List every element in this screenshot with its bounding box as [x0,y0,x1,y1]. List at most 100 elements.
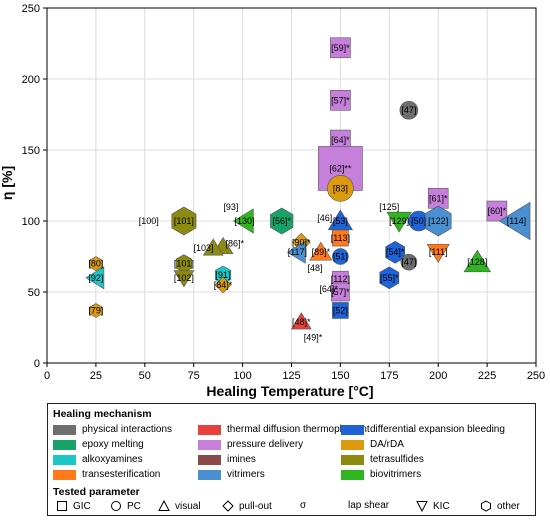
legend-label: imines [227,454,256,465]
point-label: [79] [88,305,103,315]
annotation-label: [48] [307,263,322,273]
point-label: [55]* [380,273,399,283]
point-label: [92] [88,273,103,283]
point-label: [61]* [429,193,448,203]
legend-item-imines: imines [198,454,256,465]
tested-item-hexagon: other [480,500,520,512]
point-label: [101] [174,216,194,226]
data-point-triangle [309,241,333,261]
tested-label: KIC [433,500,450,512]
point-label: [62]** [329,163,352,173]
legend-swatch [341,469,364,480]
legend-item-diffexp: differential expansion bleeding [341,424,505,435]
data-point-square [332,302,349,319]
point-label: [51] [333,252,348,262]
data-point-circle [400,253,418,271]
tested-label: lap shear [348,500,390,511]
point-label: [102] [174,273,194,283]
tested-label: PC [127,500,141,512]
data-point-triangle-left [498,201,531,241]
tested-parameter-title: Tested parameter [53,486,140,498]
x-tick-label: 200 [429,370,447,382]
tested-item-triangle-down: KIC [416,500,450,512]
point-label: [60]* [488,206,507,216]
data-point-triangle-down [386,211,412,233]
data-point-hexagon [379,266,400,290]
legend-label: physical interactions [82,424,173,435]
legend-swatch [198,424,221,435]
legend-item-pressure: pressure delivery [198,439,303,450]
x-tick-label: 50 [139,370,151,382]
tested-shape-icon [416,501,428,512]
annotation-label: [49]* [304,332,323,342]
data-point-diamond [214,276,232,294]
tested-item-triangle: visual [158,500,201,512]
legend-item-trans: transesterification [53,469,160,480]
tested-label: visual [175,500,201,512]
legend-swatch [341,424,364,435]
tested-shape-icon [222,500,234,512]
legend-label: pressure delivery [227,439,304,450]
data-point-hexagon [89,303,103,318]
annotation-label: [64]* [319,284,338,294]
annotation-label: [46] [317,213,332,223]
point-label: [53] [333,216,348,226]
legend-label: differential expansion bleeding [370,424,505,435]
data-point-circle [327,175,354,202]
tested-label: σ [300,500,307,511]
x-tick-label: 225 [478,370,496,382]
point-label: [64]* [331,135,350,145]
point-label: [91] [216,270,231,280]
legend-item-tetra: tetrasulfides [341,454,424,465]
data-point-square [331,282,350,302]
point-labels: [59]*[57]*[47][64]*[62]**[83][61]*[60]*[… [88,43,526,343]
point-label: [112] [331,274,350,284]
plot-frame [46,7,537,364]
legend-item-alkox: alkoxyamines [53,454,143,465]
y-axis-title: η [%] [0,166,15,200]
data-point-circle [332,248,349,265]
data-point-triangle-down [426,243,450,263]
legend-label: transesterification [82,469,161,480]
annotation-label: [125] [379,202,399,212]
x-tick-label: 0 [44,370,50,382]
y-tick-label: 100 [22,216,40,228]
data-point-triangle-down [173,270,195,288]
point-label: [90]* [292,237,311,247]
tested-item-square: GIC [56,500,91,512]
legend-swatch [198,454,221,465]
legend-label: biovitrimers [370,469,422,480]
tested-shape-icon [57,501,67,511]
legend-swatch [341,439,364,450]
point-label: [122] [428,216,448,226]
x-tick-label: 100 [233,370,251,382]
point-label: [129] [389,216,409,226]
legend-label: alkoxyamines [82,454,143,465]
point-label: [117] [288,247,307,257]
data-point-triangle [463,249,492,273]
tested-item-none: lap shear [348,500,389,511]
legend-label: tetrasulfides [370,454,424,465]
tested-label: pull-out [239,500,272,512]
tested-item-diamond: pull-out [222,500,272,512]
annotation-label: [93] [223,202,238,212]
y-tick-label: 200 [22,74,40,86]
legend-swatch [198,469,221,480]
data-point-square [330,90,351,111]
data-point-square [486,200,508,222]
data-point-hexagon [385,240,405,264]
data-point-square [332,229,349,247]
grid-lines [46,7,537,364]
tested-item-sigma: σ [300,500,306,511]
legend-item-darda: DA/rDA [341,439,404,450]
chart: 0 25 50 75 100 125 150 175 200 225 250 0 50 100 150 200… [0,3,545,399]
x-tick-label: 25 [90,370,102,382]
legend-label: thermal diffusion thermopl agent [227,424,370,435]
data-point-hexagon [424,205,452,237]
point-label: [47] [401,105,416,115]
tested-item-circle: PC [110,500,141,512]
tested-shape-icon [481,500,491,512]
data-point-triangle [290,312,312,330]
annotation-label: [103] [193,243,213,253]
point-label: [57]* [331,287,350,297]
